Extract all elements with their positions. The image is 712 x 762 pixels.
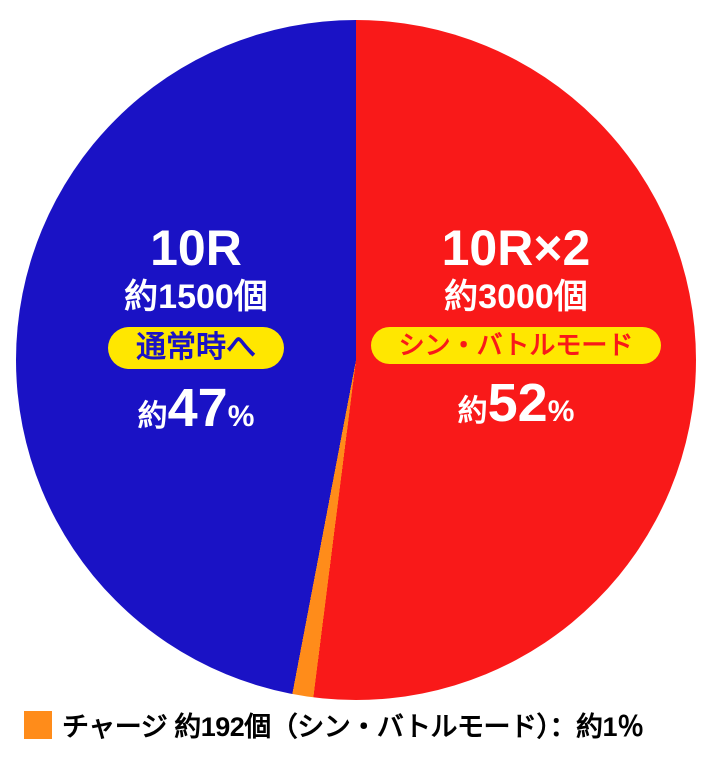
blue-pct-value: 47 xyxy=(168,378,228,438)
red-pill: シン・バトルモード xyxy=(371,327,662,365)
blue-count: 約1500個 xyxy=(36,278,356,317)
blue-pct: 約47% xyxy=(36,377,356,439)
legend: チャージ 約192個（シン・バトルモード）：約1％ xyxy=(24,705,644,744)
slice-label-blue: 10R 約1500個 通常時へ 約47% xyxy=(36,220,356,439)
red-pct: 約52% xyxy=(356,372,676,434)
pie-chart: 10R 約1500個 通常時へ 約47% 10R×2 約3000個 シン・バトル… xyxy=(16,20,696,700)
red-pct-value: 52 xyxy=(488,373,548,433)
slice-label-red: 10R×2 約3000個 シン・バトルモード 約52% xyxy=(356,220,676,435)
legend-text: チャージ 約192個（シン・バトルモード）：約1％ xyxy=(62,705,644,744)
red-title: 10R×2 xyxy=(356,220,676,278)
red-count: 約3000個 xyxy=(356,278,676,317)
blue-pct-prefix: 約 xyxy=(138,400,168,433)
blue-title: 10R xyxy=(36,220,356,278)
red-pct-suffix: % xyxy=(548,395,575,428)
blue-pill: 通常時へ xyxy=(108,327,284,370)
blue-pct-suffix: % xyxy=(228,400,255,433)
red-pct-prefix: 約 xyxy=(458,395,488,428)
legend-swatch xyxy=(24,711,52,739)
